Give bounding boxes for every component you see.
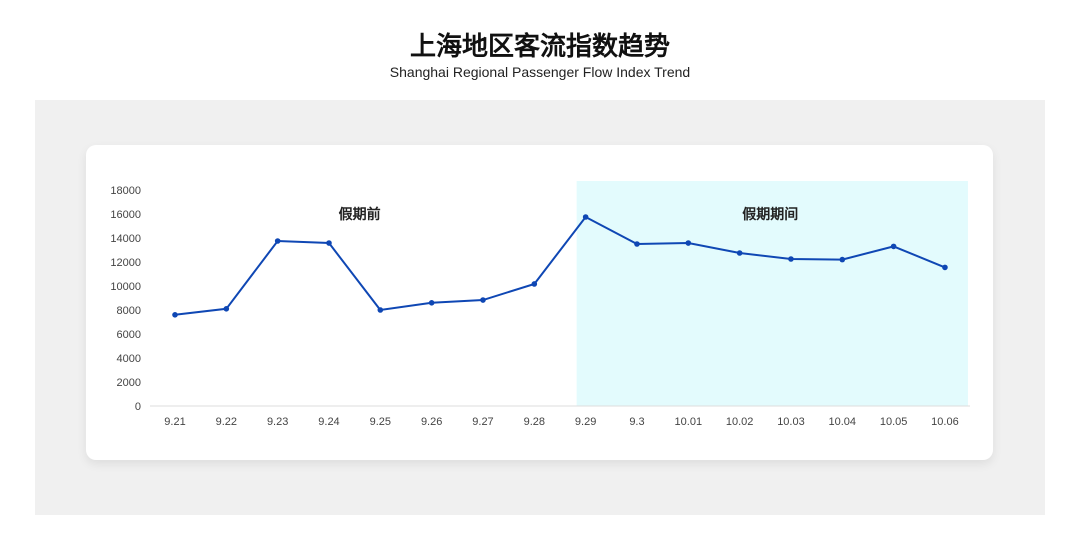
annotation-label: 假期期间 [742, 206, 798, 223]
y-tick-label: 4000 [117, 353, 141, 365]
data-point [942, 264, 948, 271]
x-tick-label: 9.22 [216, 416, 237, 428]
x-tick-label: 10.02 [726, 416, 754, 428]
y-tick-label: 2000 [117, 377, 141, 389]
data-point [788, 256, 794, 262]
data-point [377, 307, 384, 313]
x-tick-label: 9.3 [629, 416, 644, 428]
y-tick-label: 12000 [110, 257, 141, 269]
data-point [428, 300, 435, 306]
x-tick-label: 9.28 [524, 416, 545, 428]
x-tick-label: 9.27 [472, 416, 493, 428]
x-tick-label: 9.21 [164, 416, 185, 428]
x-tick-label: 9.25 [370, 416, 391, 428]
page-title: 上海地区客流指数趋势 [409, 32, 670, 62]
x-tick-label: 10.01 [675, 416, 703, 428]
data-point [326, 240, 332, 246]
x-tick-label: 9.23 [267, 416, 288, 428]
data-point [736, 250, 743, 256]
x-tick-label: 9.26 [421, 416, 442, 428]
data-point [172, 312, 178, 318]
page-subtitle: Shanghai Regional Passenger Flow Index T… [389, 64, 691, 80]
x-tick-label: 9.24 [318, 416, 339, 428]
x-tick-label: 10.03 [777, 416, 805, 428]
data-point [890, 243, 897, 250]
data-point [223, 306, 230, 312]
data-point [582, 214, 589, 220]
y-tick-label: 14000 [110, 233, 141, 245]
data-point [839, 256, 846, 263]
series-line [174, 215, 946, 316]
x-tick-label: 9.29 [575, 416, 596, 428]
y-tick-label: 16000 [110, 209, 141, 221]
data-point [685, 240, 692, 246]
y-tick-label: 10000 [110, 281, 141, 293]
y-tick-label: 8000 [117, 305, 141, 317]
y-tick-label: 6000 [117, 329, 141, 341]
x-tick-label: 10.05 [880, 416, 908, 428]
data-point [274, 238, 281, 244]
data-point [634, 241, 640, 247]
x-tick-label: 10.06 [931, 416, 959, 428]
holiday-shade [576, 181, 968, 406]
annotation-label: 假期前 [339, 206, 381, 223]
y-tick-label: 18000 [110, 185, 141, 197]
data-point [480, 297, 486, 303]
x-tick-label: 10.04 [829, 416, 857, 428]
data-point [531, 281, 538, 287]
y-tick-label: 0 [135, 401, 141, 413]
